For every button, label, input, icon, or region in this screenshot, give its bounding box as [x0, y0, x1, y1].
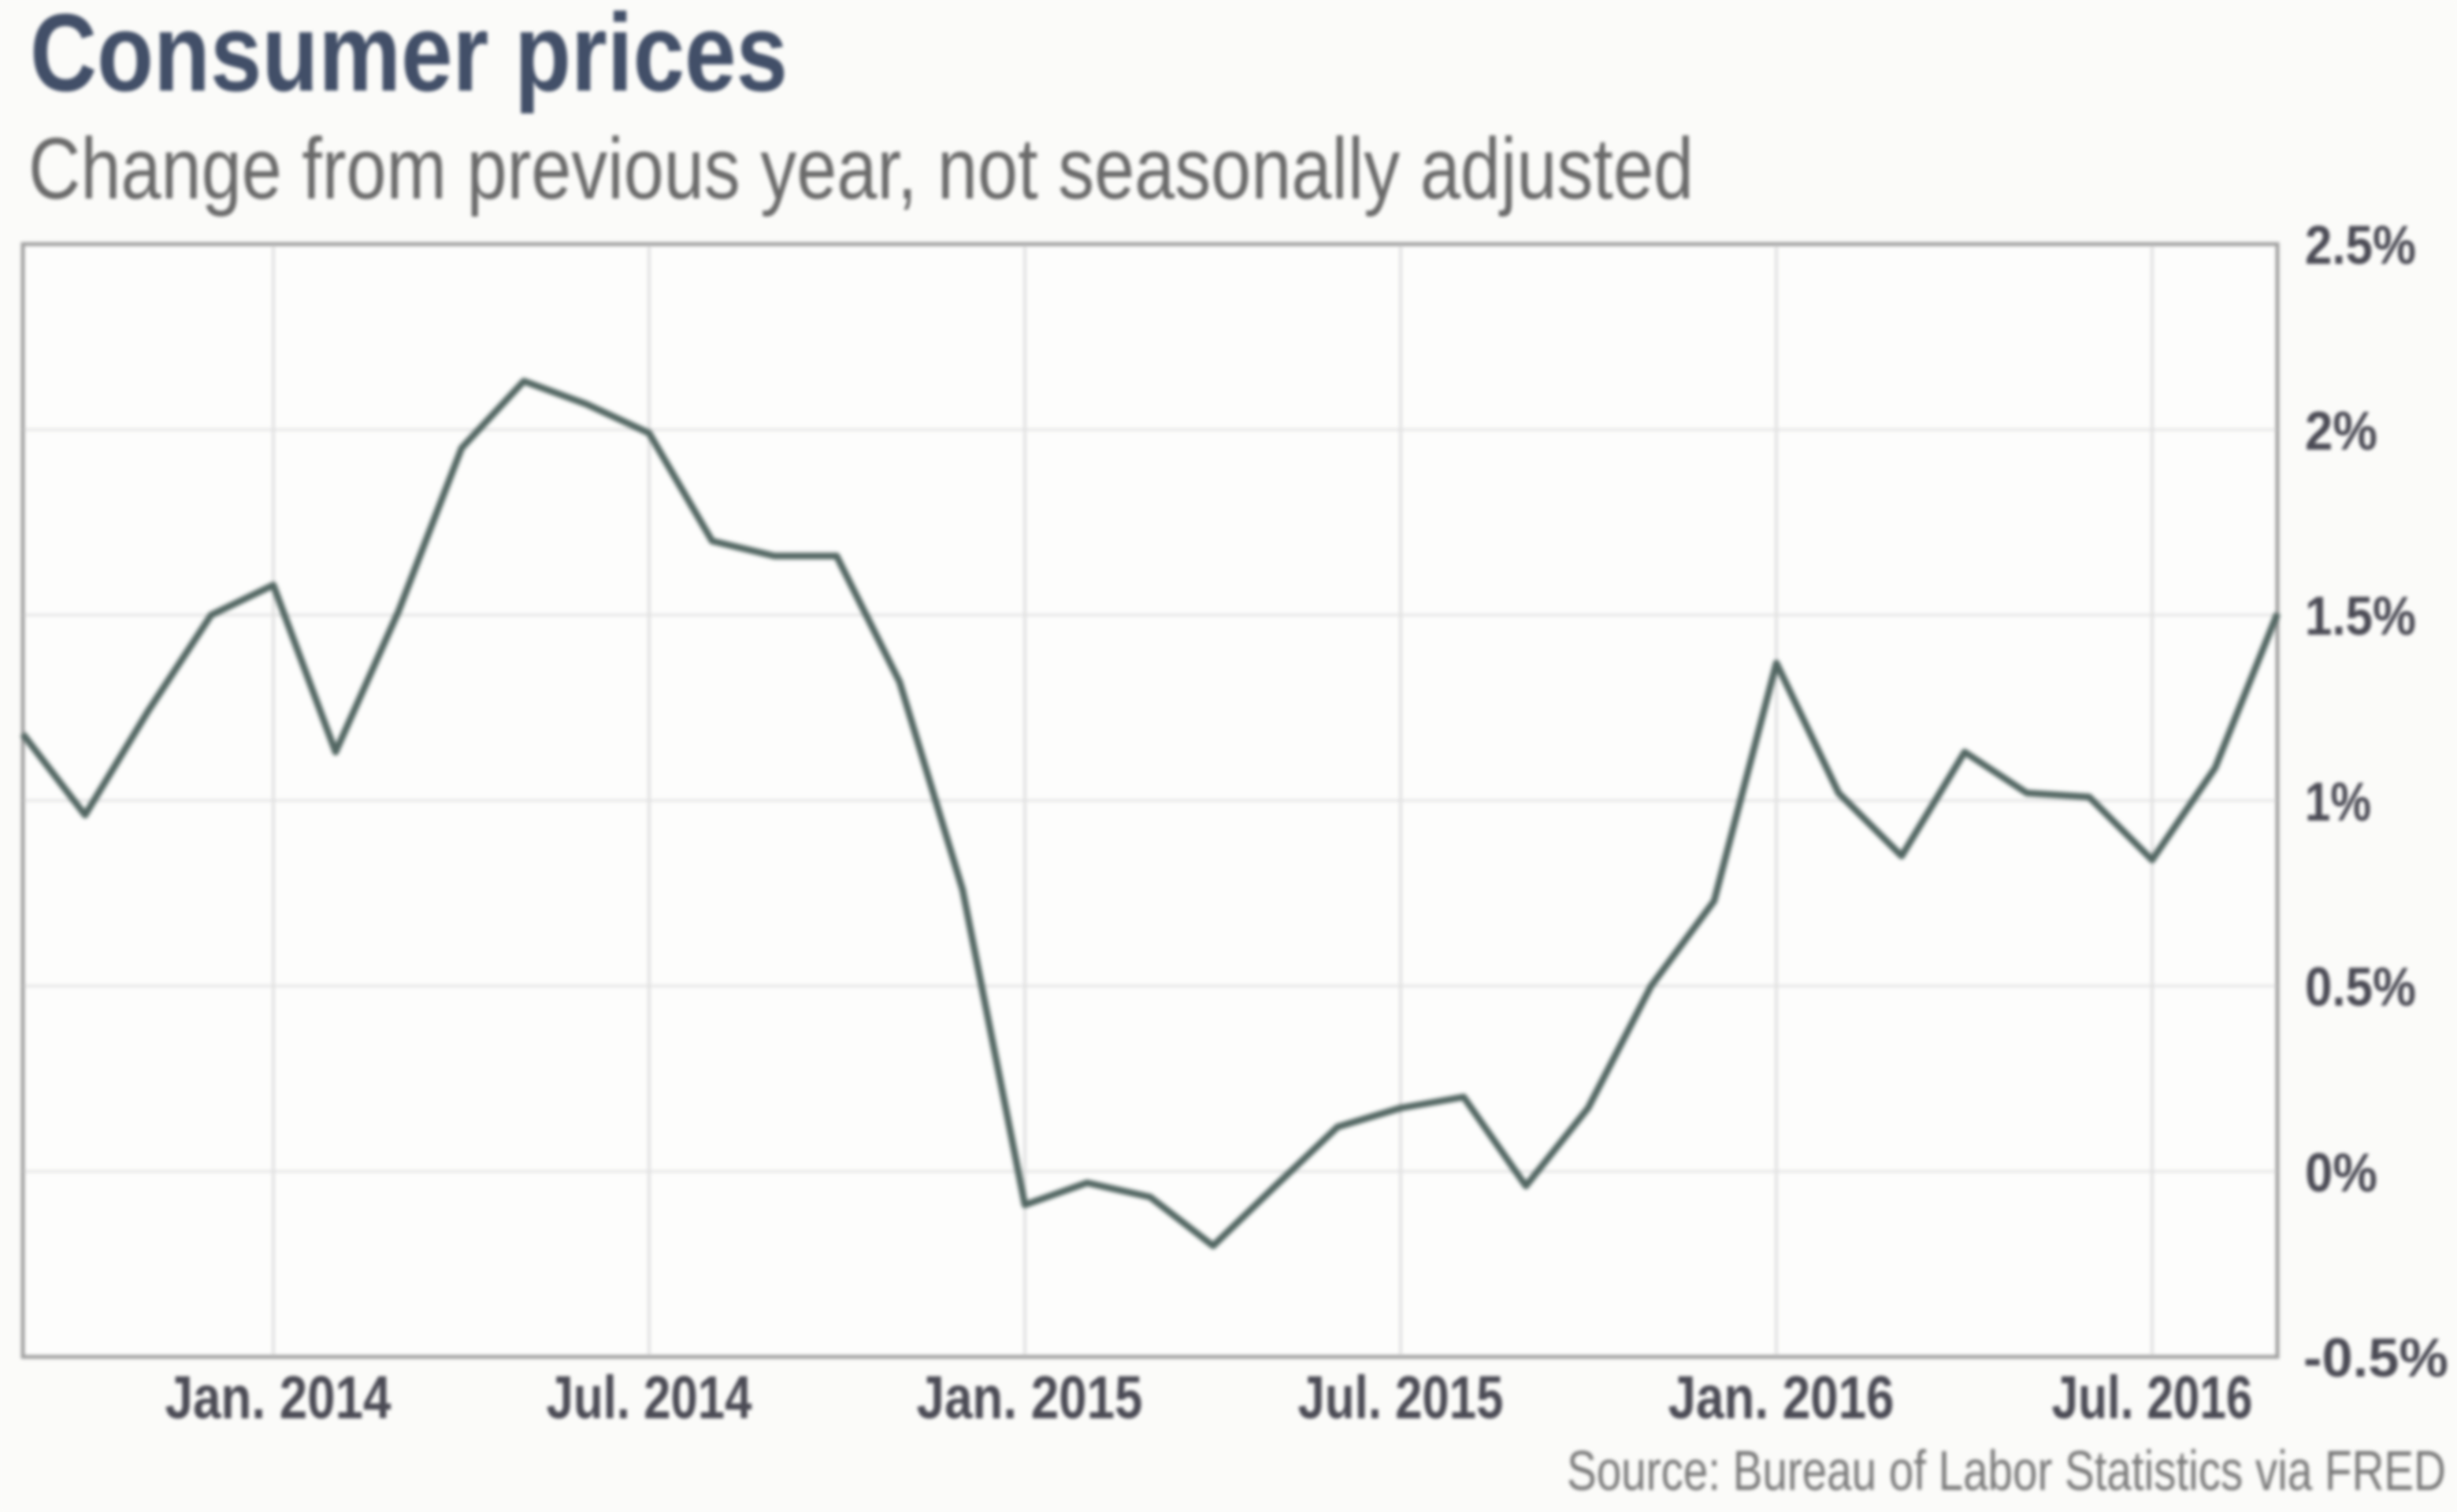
svg-text:Jul. 2014: Jul. 2014 [547, 1364, 752, 1432]
svg-text:Change from previous year, not: Change from previous year, not seasonall… [28, 120, 1694, 217]
svg-text:1.5%: 1.5% [2305, 585, 2416, 647]
svg-text:0%: 0% [2305, 1142, 2377, 1203]
svg-text:Jan. 2015: Jan. 2015 [917, 1364, 1143, 1432]
svg-text:-0.5%: -0.5% [2303, 1327, 2448, 1388]
svg-text:1%: 1% [2305, 771, 2371, 832]
svg-text:Jan. 2016: Jan. 2016 [1668, 1364, 1895, 1432]
svg-text:2.5%: 2.5% [2305, 214, 2416, 276]
svg-text:2%: 2% [2305, 400, 2377, 461]
svg-text:Jan. 2014: Jan. 2014 [165, 1364, 392, 1432]
svg-text:Source: Bureau of Labor Statis: Source: Bureau of Labor Statistics via F… [1567, 1440, 2446, 1503]
svg-text:0.5%: 0.5% [2305, 956, 2416, 1017]
svg-text:Jul. 2016: Jul. 2016 [2052, 1364, 2253, 1432]
svg-text:Jul. 2015: Jul. 2015 [1298, 1364, 1504, 1432]
svg-text:Consumer prices: Consumer prices [30, 0, 788, 114]
